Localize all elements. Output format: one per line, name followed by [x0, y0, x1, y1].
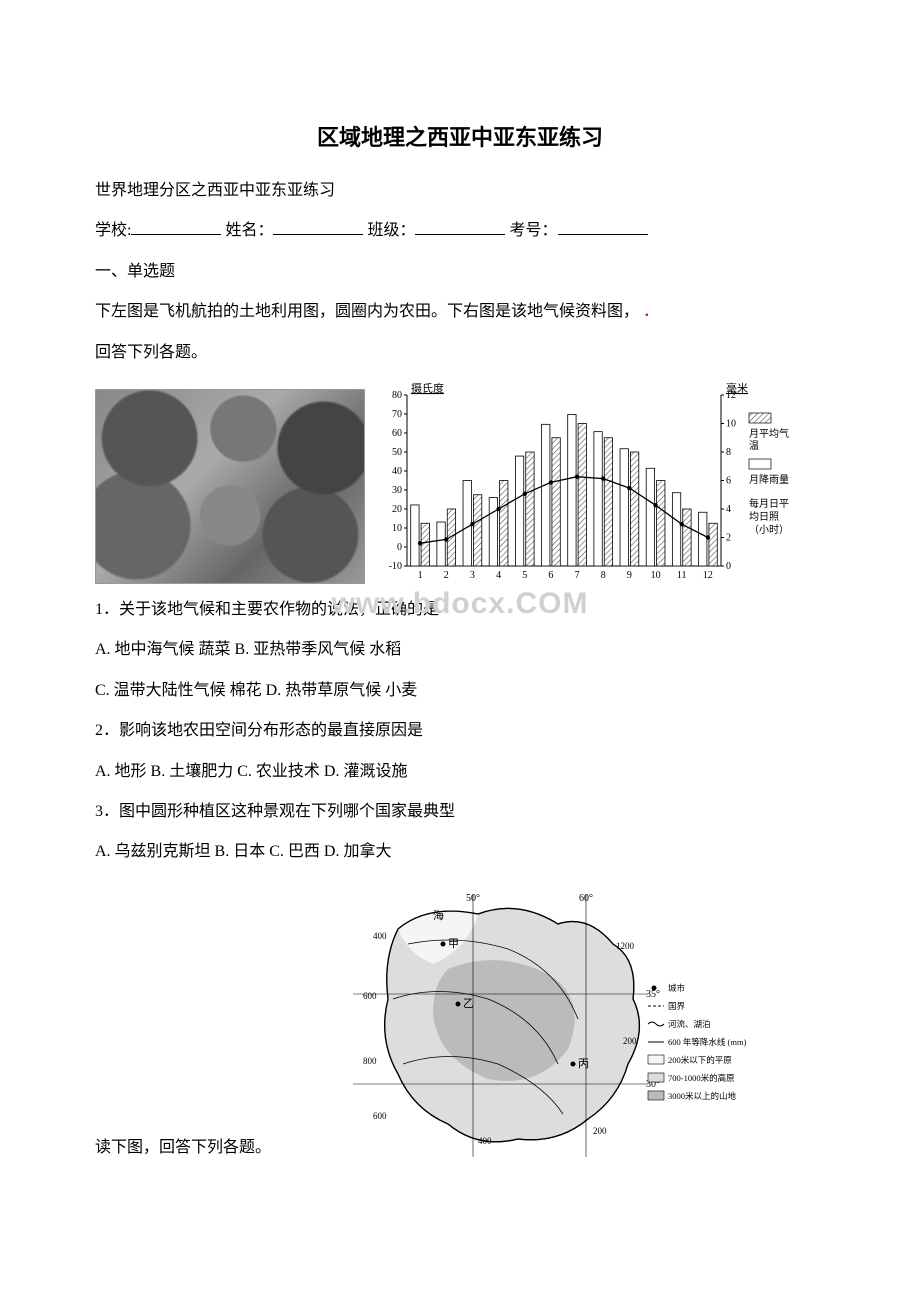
- intro-1b: 回答下列各题。: [95, 338, 825, 368]
- svg-text:30: 30: [392, 485, 402, 496]
- svg-text:400: 400: [373, 931, 387, 941]
- examno-blank: [558, 219, 648, 235]
- svg-text:600 年等降水线 (mm): 600 年等降水线 (mm): [668, 1037, 747, 1047]
- red-dot: ．: [643, 303, 659, 320]
- svg-text:700-1000米的高原: 700-1000米的高原: [668, 1073, 735, 1083]
- svg-text:12: 12: [703, 570, 713, 581]
- svg-text:7: 7: [575, 570, 580, 581]
- svg-text:80: 80: [392, 390, 402, 401]
- intro-2: 读下图，回答下列各题。: [95, 1133, 271, 1163]
- svg-text:800: 800: [363, 1056, 377, 1066]
- svg-text:3000米以上的山地: 3000米以上的山地: [668, 1091, 737, 1101]
- form-row: 学校: 姓名： 班级： 考号：: [95, 216, 825, 246]
- svg-text:国界: 国界: [668, 1001, 686, 1011]
- examno-label: 考号：: [509, 222, 557, 239]
- svg-text:乙: 乙: [463, 997, 474, 1010]
- svg-text:丙: 丙: [578, 1058, 589, 1070]
- svg-text:0: 0: [726, 561, 731, 572]
- svg-text:8: 8: [726, 447, 731, 458]
- class-label: 班级：: [367, 222, 415, 239]
- svg-text:摄氏度: 摄氏度: [411, 381, 444, 395]
- svg-text:6: 6: [548, 570, 553, 581]
- svg-text:10: 10: [651, 570, 661, 581]
- intro-1a: 下左图是飞机航拍的土地利用图，圆圈内为农田。下右图是该地气候资料图，: [95, 303, 639, 320]
- svg-text:400: 400: [478, 1136, 492, 1146]
- svg-text:月降雨量: 月降雨量: [749, 473, 789, 486]
- svg-text:1200: 1200: [616, 941, 635, 951]
- svg-text:70: 70: [392, 409, 402, 420]
- figure-row-1: -1001020304050607080024681012摄氏度毫米123456…: [95, 379, 825, 584]
- svg-text:600: 600: [373, 1111, 387, 1121]
- svg-text:6: 6: [726, 475, 731, 486]
- svg-text:月平均气: 月平均气: [749, 427, 789, 440]
- svg-text:2: 2: [444, 570, 449, 581]
- school-label: 学校:: [95, 222, 131, 239]
- q1-optCD: C. 温带大陆性气候 棉花 D. 热带草原气候 小麦: [95, 676, 825, 706]
- svg-text:50°: 50°: [466, 893, 480, 904]
- svg-text:200米以下的平原: 200米以下的平原: [668, 1055, 732, 1065]
- q3-stem: 3．图中圆形种植区这种景观在下列哪个国家最典型: [95, 797, 825, 827]
- svg-text:4: 4: [726, 504, 731, 515]
- name-blank: [273, 219, 363, 235]
- q1-stem: 1．关于该地气候和主要农作物的说法，正确的是: [95, 595, 825, 625]
- name-label: 姓名：: [225, 222, 273, 239]
- svg-text:（小时）: （小时）: [749, 524, 789, 536]
- svg-text:35°: 35°: [646, 989, 660, 1000]
- svg-text:每月日平: 每月日平: [749, 497, 789, 510]
- svg-text:4: 4: [496, 570, 501, 581]
- svg-text:10: 10: [726, 418, 736, 429]
- q2-stem: 2．影响该地农田空间分布形态的最直接原因是: [95, 716, 825, 746]
- svg-text:均日照: 均日照: [749, 511, 779, 523]
- svg-text:毫米: 毫米: [726, 381, 748, 395]
- svg-text:9: 9: [627, 570, 632, 581]
- aerial-photo: [95, 389, 365, 584]
- svg-text:20: 20: [392, 504, 402, 515]
- svg-text:3: 3: [470, 570, 475, 581]
- svg-text:0: 0: [397, 542, 402, 553]
- subtitle: 世界地理分区之西亚中亚东亚练习: [95, 176, 825, 206]
- section-heading: 一、单选题: [95, 257, 825, 287]
- svg-text:11: 11: [677, 570, 687, 581]
- svg-text:河流、湖泊: 河流、湖泊: [668, 1019, 711, 1029]
- intro-1: 下左图是飞机航拍的土地利用图，圆圈内为农田。下右图是该地气候资料图， ．: [95, 297, 825, 327]
- svg-text:5: 5: [522, 570, 527, 581]
- q3-opts: A. 乌兹别克斯坦 B. 日本 C. 巴西 D. 加拿大: [95, 837, 825, 867]
- svg-text:8: 8: [601, 570, 606, 581]
- q1-optAB: A. 地中海气候 蔬菜 B. 亚热带季风气候 水稻: [95, 635, 825, 665]
- svg-text:10: 10: [392, 523, 402, 534]
- svg-text:40: 40: [392, 466, 402, 477]
- svg-text:海: 海: [433, 908, 444, 922]
- svg-text:200: 200: [623, 1036, 637, 1046]
- page-title: 区域地理之西亚中亚东亚练习: [95, 120, 825, 152]
- svg-text:甲: 甲: [448, 938, 459, 950]
- class-blank: [415, 219, 505, 235]
- svg-text:50: 50: [392, 447, 402, 458]
- svg-text:城市: 城市: [668, 983, 686, 993]
- svg-text:200: 200: [593, 1126, 607, 1136]
- map-figure: 50°60°35°30°4006008006004001200200200甲乙丙…: [338, 889, 758, 1169]
- svg-text:600: 600: [363, 991, 377, 1001]
- svg-text:-10: -10: [389, 561, 402, 572]
- svg-text:2: 2: [726, 532, 731, 543]
- figure-row-2: 读下图，回答下列各题。 50°60°35°30°4006008006004001…: [95, 878, 825, 1174]
- climate-chart: -1001020304050607080024681012摄氏度毫米123456…: [373, 379, 803, 584]
- svg-text:温: 温: [749, 440, 759, 452]
- svg-text:60°: 60°: [579, 893, 593, 904]
- school-blank: [131, 219, 221, 235]
- svg-text:1: 1: [418, 570, 423, 581]
- svg-text:60: 60: [392, 428, 402, 439]
- q2-opts: A. 地形 B. 土壤肥力 C. 农业技术 D. 灌溉设施: [95, 757, 825, 787]
